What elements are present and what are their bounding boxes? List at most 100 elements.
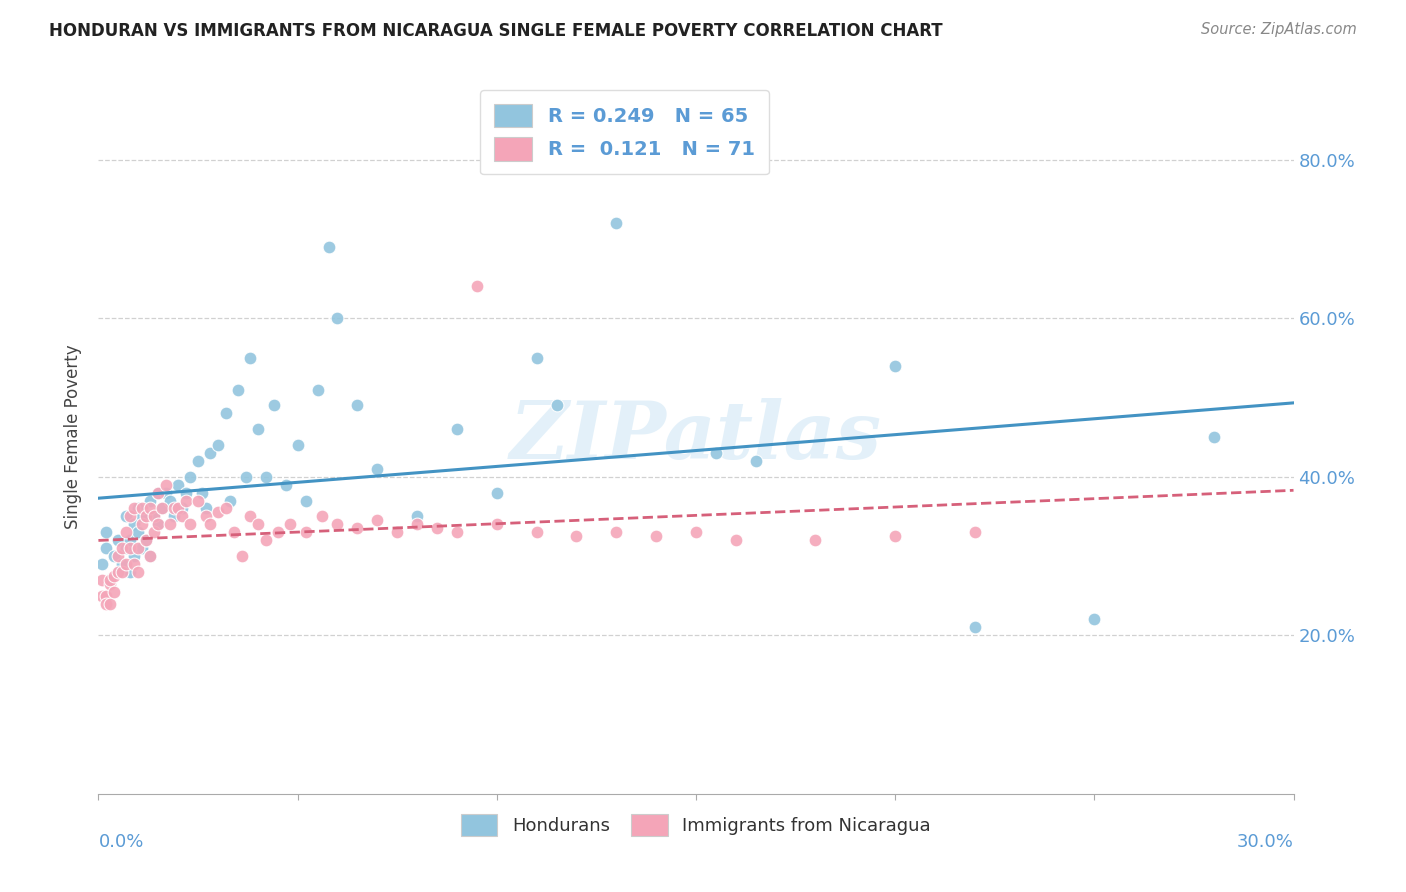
Point bbox=[131, 517, 153, 532]
Point bbox=[127, 525, 149, 540]
Point bbox=[96, 597, 118, 611]
Point bbox=[187, 454, 209, 468]
Point bbox=[366, 513, 388, 527]
Point bbox=[131, 501, 153, 516]
Point bbox=[96, 525, 118, 540]
Point bbox=[963, 620, 986, 634]
Point bbox=[135, 509, 157, 524]
Legend: Hondurans, Immigrants from Nicaragua: Hondurans, Immigrants from Nicaragua bbox=[449, 802, 943, 849]
Point bbox=[167, 501, 190, 516]
Point bbox=[1202, 430, 1225, 444]
Point bbox=[326, 311, 349, 326]
Point bbox=[187, 493, 209, 508]
Point bbox=[172, 509, 194, 524]
Point bbox=[219, 493, 242, 508]
Point bbox=[485, 485, 508, 500]
Point bbox=[605, 216, 627, 230]
Point bbox=[963, 525, 986, 540]
Point bbox=[91, 557, 114, 571]
Point bbox=[98, 597, 122, 611]
Point bbox=[254, 533, 277, 548]
Point bbox=[163, 501, 186, 516]
Point bbox=[124, 517, 146, 532]
Point bbox=[263, 398, 285, 412]
Point bbox=[274, 477, 297, 491]
Point bbox=[172, 501, 194, 516]
Point bbox=[307, 383, 329, 397]
Point bbox=[135, 533, 157, 548]
Point bbox=[135, 533, 157, 548]
Point bbox=[267, 525, 290, 540]
Point bbox=[111, 557, 134, 571]
Point bbox=[155, 477, 177, 491]
Point bbox=[605, 525, 627, 540]
Point bbox=[143, 509, 166, 524]
Point bbox=[239, 351, 262, 365]
Point bbox=[120, 533, 142, 548]
Point bbox=[98, 573, 122, 587]
Point bbox=[704, 446, 727, 460]
Point bbox=[150, 501, 173, 516]
Y-axis label: Single Female Poverty: Single Female Poverty bbox=[65, 345, 83, 529]
Point bbox=[207, 505, 229, 519]
Text: Source: ZipAtlas.com: Source: ZipAtlas.com bbox=[1201, 22, 1357, 37]
Point bbox=[124, 549, 146, 563]
Point bbox=[239, 509, 262, 524]
Point bbox=[91, 589, 114, 603]
Point bbox=[96, 541, 118, 555]
Point bbox=[174, 485, 197, 500]
Point bbox=[139, 549, 162, 563]
Point bbox=[222, 525, 245, 540]
Point bbox=[884, 529, 907, 543]
Point bbox=[103, 569, 125, 583]
Point bbox=[139, 501, 162, 516]
Point bbox=[148, 517, 170, 532]
Point bbox=[565, 529, 588, 543]
Point bbox=[155, 485, 177, 500]
Point bbox=[385, 525, 409, 540]
Text: 30.0%: 30.0% bbox=[1237, 833, 1294, 851]
Point bbox=[124, 501, 146, 516]
Text: ZIPatlas: ZIPatlas bbox=[510, 399, 882, 475]
Point bbox=[215, 501, 238, 516]
Point bbox=[235, 469, 257, 483]
Point bbox=[91, 573, 114, 587]
Point bbox=[526, 351, 548, 365]
Point bbox=[163, 509, 186, 524]
Point bbox=[311, 509, 333, 524]
Point bbox=[115, 541, 138, 555]
Point bbox=[198, 517, 221, 532]
Point bbox=[139, 493, 162, 508]
Point bbox=[287, 438, 309, 452]
Point bbox=[98, 576, 122, 591]
Point bbox=[278, 517, 301, 532]
Point bbox=[103, 584, 125, 599]
Point bbox=[198, 446, 221, 460]
Point bbox=[294, 493, 316, 508]
Point bbox=[159, 517, 181, 532]
Point bbox=[645, 529, 668, 543]
Point bbox=[406, 509, 429, 524]
Point bbox=[179, 517, 201, 532]
Point bbox=[148, 485, 170, 500]
Point bbox=[96, 589, 118, 603]
Point bbox=[111, 565, 134, 579]
Point bbox=[115, 525, 138, 540]
Point bbox=[254, 469, 277, 483]
Point bbox=[346, 521, 368, 535]
Text: 0.0%: 0.0% bbox=[98, 833, 143, 851]
Point bbox=[143, 525, 166, 540]
Point bbox=[131, 509, 153, 524]
Point bbox=[485, 517, 508, 532]
Point bbox=[884, 359, 907, 373]
Point bbox=[195, 509, 218, 524]
Point bbox=[127, 541, 149, 555]
Point bbox=[804, 533, 827, 548]
Point bbox=[179, 469, 201, 483]
Point bbox=[231, 549, 253, 563]
Text: HONDURAN VS IMMIGRANTS FROM NICARAGUA SINGLE FEMALE POVERTY CORRELATION CHART: HONDURAN VS IMMIGRANTS FROM NICARAGUA SI… bbox=[49, 22, 943, 40]
Point bbox=[159, 493, 181, 508]
Point bbox=[115, 509, 138, 524]
Point bbox=[148, 517, 170, 532]
Point bbox=[143, 509, 166, 524]
